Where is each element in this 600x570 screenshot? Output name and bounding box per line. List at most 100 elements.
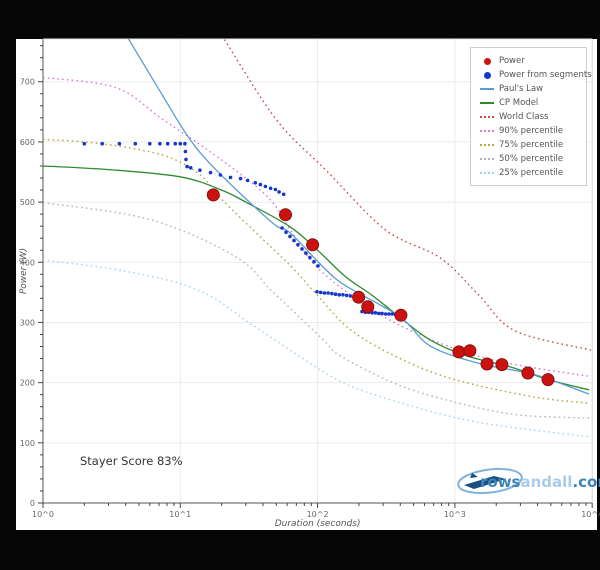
segment-point (326, 291, 330, 295)
axis-ticks (38, 45, 593, 508)
legend-marker-line-icon (479, 102, 495, 104)
segment-point (148, 141, 152, 146)
y-axis-label: Power (W) (19, 248, 29, 294)
segment-point (183, 149, 188, 154)
power-point (495, 358, 509, 372)
series-power-points (206, 188, 555, 387)
legend-marker-dotted-icon (479, 172, 495, 174)
segment-point (82, 141, 87, 146)
segment-point (165, 141, 170, 146)
segment-point (117, 141, 122, 146)
legend-item-p25: 25% percentile (479, 166, 580, 180)
segment-point (158, 141, 162, 146)
segment-point (253, 181, 258, 185)
segment-point (288, 234, 292, 239)
segment-point (377, 311, 381, 316)
segment-point (258, 182, 263, 187)
segment-point (296, 243, 300, 247)
legend-label: Paul's Law (499, 84, 544, 94)
segment-point (178, 141, 183, 146)
segment-point (284, 230, 288, 234)
x-tick-label: 10^2 (307, 510, 329, 519)
rowing-boat-icon (457, 467, 523, 495)
segment-point (208, 170, 213, 175)
logo-text-com: .com (572, 473, 600, 491)
segment-point (337, 293, 342, 297)
x-tick-label: 10^0 (32, 510, 54, 519)
segment-point (318, 290, 323, 295)
segment-point (292, 238, 296, 243)
series-pauls-law-curve (128, 39, 590, 395)
segment-point (188, 166, 193, 170)
segment-point (308, 255, 312, 260)
rowsandall-logo[interactable]: rowsandall.com (450, 464, 600, 498)
segment-point (322, 291, 327, 295)
segment-point (341, 293, 345, 297)
legend-item-power: Power (479, 54, 580, 68)
legend-item-p75: 75% percentile (479, 138, 580, 152)
legend-label: 50% percentile (499, 154, 564, 164)
segment-point (348, 294, 353, 298)
series-segments-points (82, 141, 401, 317)
power-point (480, 357, 494, 371)
legend-marker-dotted-icon (479, 130, 495, 132)
segment-point (100, 141, 104, 146)
power-point (452, 345, 466, 359)
segment-point (183, 141, 187, 146)
segment-point (133, 141, 138, 146)
chart-legend: Power Power from segments Paul's Law CP Mod… (470, 47, 592, 186)
power-point (463, 344, 477, 358)
legend-item-world-class: World Class (479, 110, 580, 124)
power-point (361, 300, 375, 314)
legend-item-p90: 90% percentile (479, 124, 580, 138)
legend-marker-dotted-icon (479, 158, 495, 160)
segment-point (316, 264, 320, 268)
legend-item-pauls-law: Paul's Law (479, 82, 580, 96)
x-axis-label: Duration (seconds) (275, 519, 361, 529)
series-p25-curve (43, 259, 590, 438)
segment-point (330, 291, 334, 296)
tick-labels: 0 100 200 300 400 500 600 700 10^0 10^1 10^2 10^3 10… (20, 78, 600, 519)
power-point (541, 373, 555, 387)
stayer-score-label: Stayer Score 83% (80, 454, 183, 468)
legend-item-segments: Power from segments (479, 68, 592, 82)
segment-point (273, 187, 278, 192)
logo-text-rows: rows (480, 473, 521, 491)
segment-point (315, 290, 319, 294)
segment-point (380, 311, 384, 316)
power-point (206, 188, 220, 202)
power-point (306, 238, 320, 252)
x-tick-label: 10^1 (169, 510, 191, 519)
y-tick-label: 100 (20, 439, 35, 448)
segment-point (312, 259, 316, 264)
legend-label: 90% percentile (499, 126, 564, 136)
series-p75-curve (43, 138, 590, 404)
legend-label: CP Model (499, 98, 539, 108)
segment-point (333, 292, 338, 297)
segment-point (173, 141, 178, 146)
y-tick-label: 300 (20, 318, 35, 327)
segment-point (373, 311, 378, 315)
x-tick-label: 10^3 (444, 510, 466, 519)
y-tick-label: 200 (20, 379, 35, 388)
segment-point (277, 190, 281, 194)
x-tick-label: 10^4 (581, 510, 600, 519)
segment-point (218, 173, 223, 177)
power-point (279, 208, 292, 222)
segment-point (344, 293, 349, 298)
legend-label: Power (499, 56, 525, 66)
segment-point (280, 226, 284, 230)
segment-point (263, 184, 268, 189)
segment-point (245, 178, 250, 183)
y-tick-label: 600 (20, 138, 35, 147)
legend-label: Power from segments (499, 70, 592, 80)
legend-marker-dotted-icon (479, 144, 495, 146)
segment-point (387, 312, 391, 316)
segment-point (238, 176, 243, 181)
segment-point (198, 168, 202, 172)
segment-point (281, 192, 286, 197)
power-point (521, 366, 535, 380)
logo-text: rowsandall.com (480, 473, 600, 491)
segment-point (228, 175, 233, 180)
